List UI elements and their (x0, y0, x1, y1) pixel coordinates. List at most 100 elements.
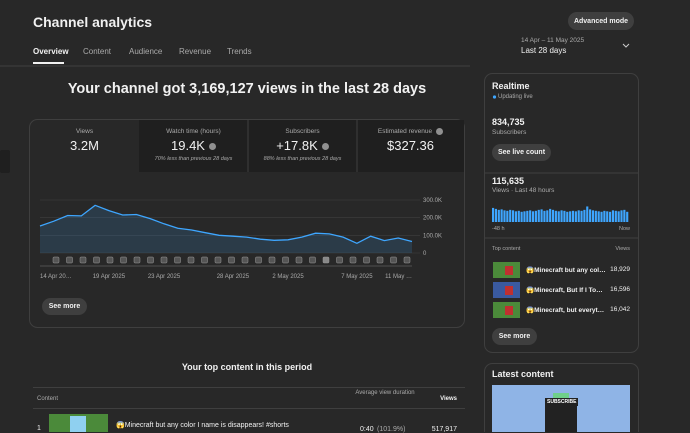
realtime-bar (523, 211, 526, 222)
video-icon (309, 256, 316, 264)
realtime-bar (492, 207, 495, 222)
realtime-bar (569, 211, 572, 222)
realtime-bar (517, 210, 520, 222)
advanced-mode-button[interactable]: Advanced mode (568, 12, 634, 30)
realtime-bar (574, 211, 577, 222)
realtime-bar (551, 209, 555, 222)
live-dot (492, 95, 497, 99)
dropdown-chevron (622, 43, 630, 48)
realtime-bar (557, 211, 560, 222)
line (39, 204, 413, 245)
realtime-bar (609, 211, 612, 222)
metric-value: 19.4K (171, 138, 205, 153)
realtime-bar (586, 206, 589, 222)
x-tick-label: 23 Apr 2025 (148, 274, 181, 280)
video-icon (376, 256, 384, 264)
video-icon (201, 256, 208, 264)
row-views: 517,917 (431, 426, 457, 433)
top-content-title[interactable]: 😱Minecraft but any col… (526, 267, 606, 274)
thumbnail-detail (505, 266, 513, 275)
y-tick-label: 200.0K (423, 216, 442, 222)
x-tick-label: 7 May 2025 (341, 274, 373, 280)
column-header: Content (37, 396, 59, 402)
area (40, 205, 412, 253)
row-percent: (101.9%) (377, 426, 406, 433)
realtime-bar (526, 210, 529, 222)
row-title[interactable]: 😱Minecraft but any color I name is disap… (116, 422, 289, 429)
tab[interactable]: Overview (33, 47, 69, 56)
realtime-bar (617, 211, 620, 222)
tab[interactable]: Trends (227, 47, 252, 56)
realtime-bar (509, 209, 512, 222)
metric-value-row[interactable]: +17.8K (248, 138, 357, 153)
video-icon (160, 256, 168, 264)
video-icon (174, 256, 181, 264)
date-range[interactable]: 14 Apr – 11 May 2025 (521, 37, 585, 44)
table-header-line (33, 408, 465, 409)
see-more-button[interactable]: See more (42, 298, 87, 315)
video-icon (187, 256, 195, 264)
tab[interactable]: Audience (129, 47, 163, 56)
realtime-bar (494, 208, 497, 222)
video-icon (66, 256, 73, 264)
date-label[interactable]: Last 28 days (521, 46, 567, 55)
metric-label: Estimated revenue (377, 128, 433, 136)
realtime-bar (506, 210, 509, 222)
metric-value-row[interactable]: 19.4K (139, 138, 248, 153)
metric-label[interactable]: Watch time (hours) (166, 128, 221, 135)
realtime-bar (543, 210, 546, 222)
video-icon (133, 256, 141, 264)
video-icon (295, 256, 303, 264)
video-icon (336, 256, 343, 264)
realtime-bar (560, 210, 563, 222)
info-icon[interactable] (208, 143, 216, 151)
realtime-bar (589, 209, 592, 222)
realtime-bar (511, 210, 515, 222)
info-icon[interactable] (436, 128, 444, 135)
metric-value[interactable]: 3.2M (70, 138, 99, 153)
realtime-bar (600, 211, 603, 222)
y-tick-label: 0 (423, 251, 427, 257)
subscriber-label: Subscribers (492, 129, 527, 136)
info-icon[interactable] (321, 143, 329, 151)
video-icon (255, 256, 262, 264)
metric-value[interactable]: $327.36 (387, 138, 434, 153)
views-count: 115,635 (492, 176, 525, 186)
realtime-bar (566, 211, 569, 222)
realtime-title: Realtime (492, 81, 530, 91)
tab[interactable]: Revenue (179, 47, 212, 56)
video-icon (106, 256, 114, 264)
tab[interactable]: Content (83, 47, 112, 56)
realtime-bar (594, 210, 597, 222)
metric-note: 70% less than previous 28 days (154, 156, 233, 162)
top-content-title[interactable]: 😱Minecraft, but everyt… (526, 307, 605, 314)
views-label: Views · Last 48 hours (492, 187, 555, 194)
subscriber-count: 834,735 (492, 117, 525, 127)
thumbnail-detail (505, 306, 513, 315)
thumbnail-figure (545, 405, 577, 432)
y-tick-label: 300.0K (423, 198, 442, 204)
realtime-bar (603, 210, 606, 222)
realtime-bar (520, 211, 523, 222)
realtime-bar (591, 210, 595, 222)
see-live-count-button[interactable]: See live count (492, 144, 551, 161)
realtime-bar (500, 209, 503, 222)
realtime-bar (497, 209, 500, 222)
metric-value: +17.8K (276, 138, 318, 153)
realtime-bar (531, 211, 535, 222)
realtime-bar (529, 210, 532, 222)
metric-label[interactable]: Views (75, 128, 94, 135)
x-tick-label: 19 Apr 2025 (93, 274, 126, 280)
active-tab-underline (33, 62, 64, 64)
video-icon (93, 256, 100, 264)
realtime-bar (620, 210, 623, 222)
y-tick-label: 100.0K (423, 233, 442, 239)
bars-start: -48 h (492, 226, 505, 232)
metric-label[interactable]: Subscribers (285, 128, 320, 135)
top-content-title[interactable]: 😱Minecraft, But If I To… (526, 287, 603, 294)
realtime-bar (614, 210, 617, 222)
metric-note: 88% less than previous 28 days (263, 156, 342, 162)
metric-label-row[interactable]: Estimated revenue (357, 128, 464, 135)
see-more-button[interactable]: See more (492, 328, 537, 345)
video-icon (282, 256, 289, 264)
